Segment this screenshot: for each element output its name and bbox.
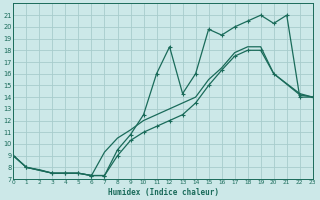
X-axis label: Humidex (Indice chaleur): Humidex (Indice chaleur) [108, 188, 219, 197]
